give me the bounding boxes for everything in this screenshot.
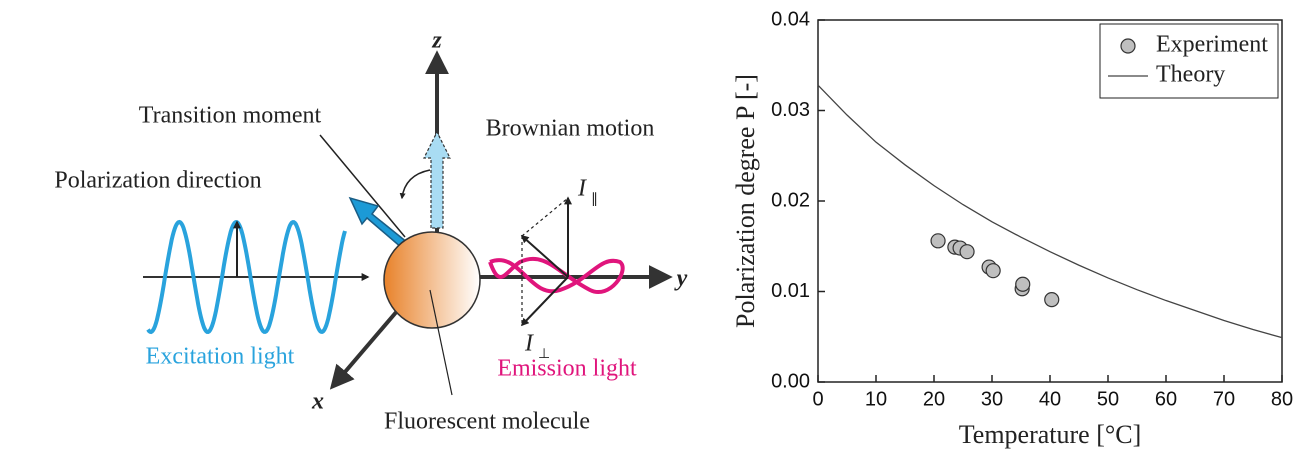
- brownian-label: Brownian motion: [486, 116, 655, 142]
- x-tick-label: 70: [1213, 388, 1235, 410]
- y-tick-label: 0.02: [771, 189, 810, 211]
- i-parallel-label: I: [577, 176, 587, 202]
- y-axis-label: Polarization degree P [-]: [731, 74, 760, 328]
- x-tick-label: 80: [1271, 388, 1293, 410]
- emission-label: Emission light: [497, 356, 637, 382]
- data-point: [986, 264, 1000, 278]
- x-tick-label: 10: [865, 388, 887, 410]
- x-tick-label: 0: [812, 388, 823, 410]
- chart: 0 10 20 30 40 50 60 70 80 0.00 0.01 0.02 0.03 0.04 Tem…: [731, 8, 1293, 449]
- molecule: [384, 232, 480, 328]
- x-tick-label: 40: [1039, 388, 1061, 410]
- brownian-arrow: [424, 132, 450, 228]
- i-parallel-sub: ∥: [591, 192, 598, 207]
- x-tick-label: 20: [923, 388, 945, 410]
- y-label: y: [674, 266, 688, 292]
- x-tick-label: 60: [1155, 388, 1177, 410]
- diagram: z y x Transition moment Brownian motion …: [54, 28, 687, 435]
- figure: z y x Transition moment Brownian motion …: [0, 0, 1311, 454]
- x-axis: [333, 310, 398, 386]
- legend-label: Experiment: [1156, 32, 1268, 58]
- data-point: [1045, 293, 1059, 307]
- polarization-label: Polarization direction: [54, 168, 261, 194]
- x-label: x: [311, 389, 324, 415]
- y-tick-label: 0.00: [771, 370, 810, 392]
- excitation-label: Excitation light: [146, 344, 295, 370]
- transition-label: Transition moment: [139, 103, 322, 129]
- z-label: z: [431, 28, 442, 54]
- legend-marker: [1121, 39, 1135, 53]
- y-tick-label: 0.01: [771, 280, 810, 302]
- y-tick-label: 0.04: [771, 8, 810, 30]
- i-perp-label: I: [524, 331, 534, 357]
- x-tick-label: 50: [1097, 388, 1119, 410]
- y-tick-label: 0.03: [771, 99, 810, 121]
- data-point: [960, 245, 974, 259]
- x-tick-label: 30: [981, 388, 1003, 410]
- x-axis-label: Temperature [°C]: [959, 420, 1142, 449]
- data-point: [931, 234, 945, 248]
- rotation-arrow: [402, 170, 430, 198]
- i-perp-arrow: [522, 277, 568, 325]
- emission-arrow: [522, 236, 568, 277]
- data-point: [1016, 277, 1030, 291]
- molecule-label: Fluorescent molecule: [384, 409, 590, 435]
- legend-label: Theory: [1156, 62, 1225, 88]
